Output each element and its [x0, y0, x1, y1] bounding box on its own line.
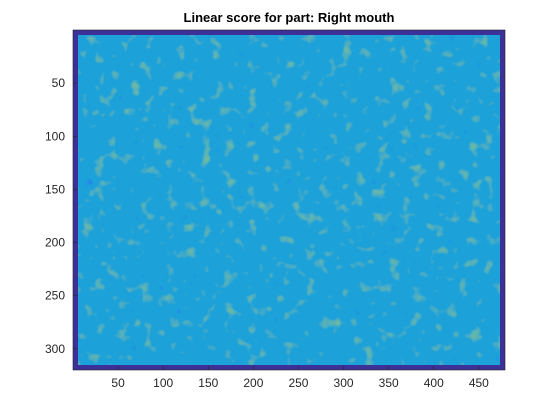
chart-title: Linear score for part: Right mouth [184, 10, 395, 25]
x-tick-label: 250 [288, 376, 308, 390]
plot-area [72, 29, 506, 371]
y-tick-label: 300 [45, 342, 65, 356]
y-axis: 50 100 150 200 250 300 [45, 76, 77, 356]
heatmap-image [73, 30, 505, 370]
x-tick-label: 150 [198, 376, 218, 390]
x-tick-label: 200 [243, 376, 263, 390]
heatmap-border [73, 30, 505, 370]
x-tick-label: 100 [153, 376, 173, 390]
x-tick-label: 50 [111, 376, 125, 390]
x-tick-label: 350 [379, 376, 399, 390]
y-tick-label: 150 [45, 182, 65, 196]
x-tick-label: 400 [424, 376, 444, 390]
y-tick-label: 100 [45, 129, 65, 143]
y-tick-label: 200 [45, 236, 65, 250]
x-tick-label: 300 [334, 376, 354, 390]
y-tick-label: 250 [45, 289, 65, 303]
y-tick-label: 50 [52, 76, 66, 90]
axes-box [72, 29, 506, 371]
x-tick-label: 450 [469, 376, 489, 390]
x-axis: 50 100 150 200 250 300 350 400 450 [111, 366, 489, 390]
